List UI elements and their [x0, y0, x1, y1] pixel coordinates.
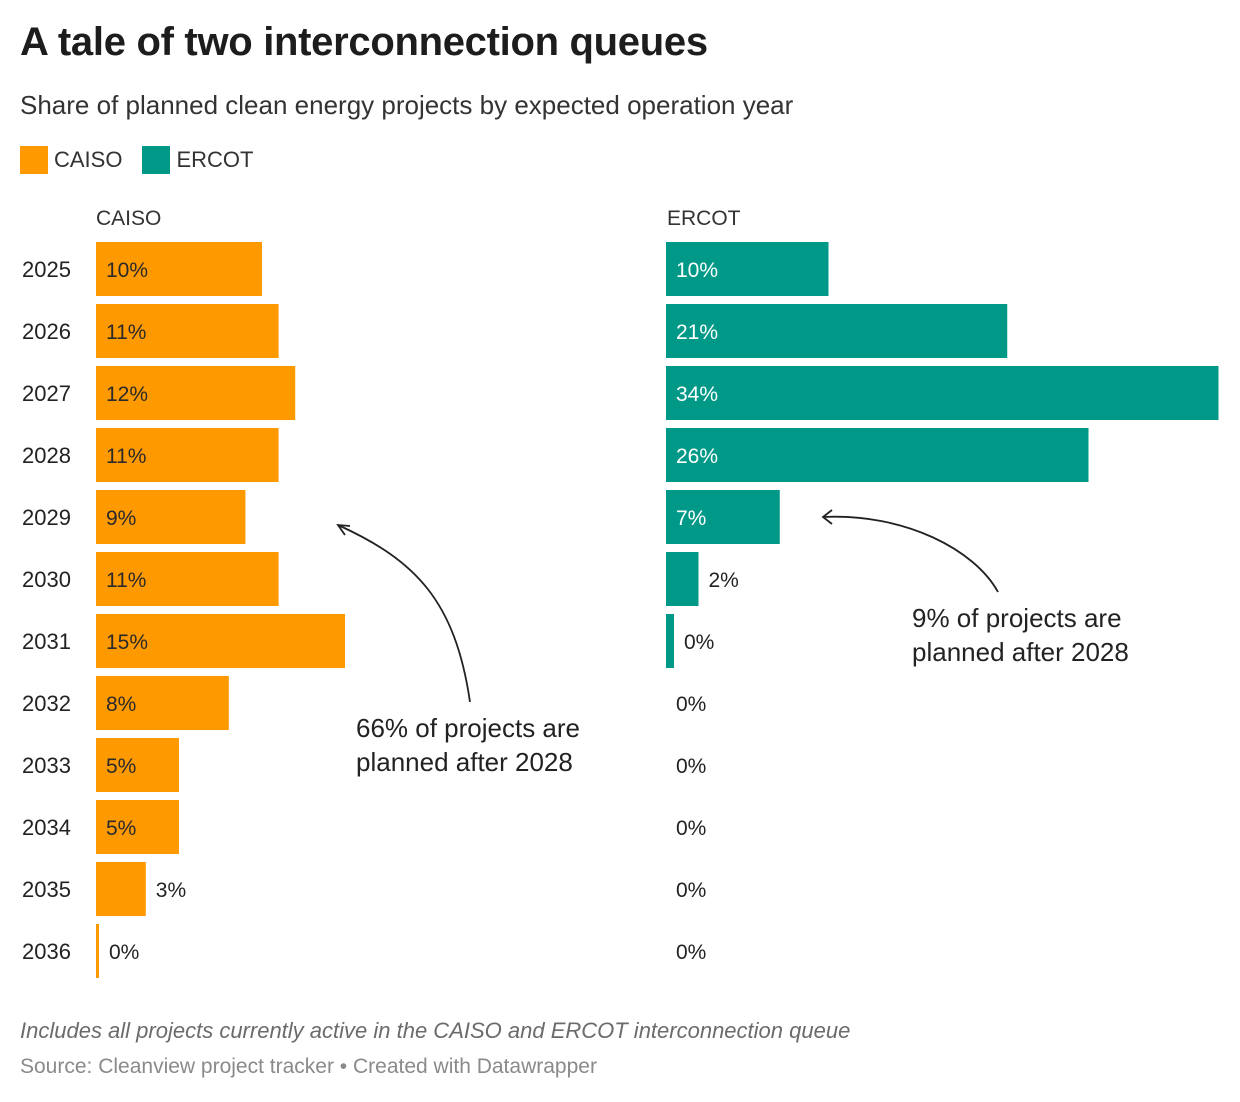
bar-caiso-2025	[96, 242, 262, 296]
panel-header-caiso: CAISO	[96, 207, 161, 230]
chart-subtitle: Share of planned clean energy projects b…	[20, 90, 794, 120]
bar-caiso-2027	[96, 366, 296, 420]
value-label-caiso-2035: 3%	[156, 879, 186, 902]
value-label-ercot-2032: 0%	[676, 693, 706, 716]
value-label-ercot-2026: 21%	[676, 321, 718, 344]
value-label-ercot-2033: 0%	[676, 755, 706, 778]
value-label-ercot-2030: 2%	[709, 569, 739, 592]
legend-swatch-caiso	[20, 146, 48, 174]
legend-item-caiso: CAISO	[20, 146, 122, 174]
year-label-2036: 2036	[22, 939, 71, 964]
value-label-ercot-2035: 0%	[676, 879, 706, 902]
panel-header-ercot: ERCOT	[667, 207, 741, 230]
year-label-2025: 2025	[22, 257, 71, 282]
legend: CAISO ERCOT	[20, 146, 273, 174]
value-label-caiso-2032: 8%	[106, 693, 136, 716]
bar-caiso-2029	[96, 490, 246, 544]
chart-source: Source: Cleanview project tracker • Crea…	[20, 1055, 597, 1078]
chart-title: A tale of two interconnection queues	[20, 20, 708, 64]
bar-caiso-2026	[96, 304, 279, 358]
value-label-ercot-2031: 0%	[684, 631, 714, 654]
value-label-caiso-2026: 11%	[106, 321, 146, 344]
year-label-2033: 2033	[22, 753, 71, 778]
value-label-caiso-2029: 9%	[106, 507, 136, 530]
value-label-caiso-2033: 5%	[106, 755, 136, 778]
bar-caiso-2035	[96, 862, 146, 916]
value-label-ercot-2029: 7%	[676, 507, 706, 530]
bar-caiso-2034	[96, 800, 179, 854]
value-label-caiso-2031: 15%	[106, 631, 148, 654]
bar-caiso-2030	[96, 552, 279, 606]
bar-caiso-2033	[96, 738, 179, 792]
value-label-ercot-2028: 26%	[676, 445, 718, 468]
annotation-ercot-line1: 9% of projects are	[912, 603, 1122, 633]
year-label-2034: 2034	[22, 815, 71, 840]
year-label-2032: 2032	[22, 691, 71, 716]
year-label-2026: 2026	[22, 319, 71, 344]
value-label-caiso-2030: 11%	[106, 569, 146, 592]
bar-ercot-2026	[666, 304, 1008, 358]
bar-ercot-2027	[666, 366, 1219, 420]
bar-ercot-2028	[666, 428, 1089, 482]
bar-ercot-2031	[666, 614, 674, 668]
bar-caiso-2032	[96, 676, 229, 730]
value-label-ercot-2027: 34%	[676, 383, 718, 406]
legend-label-ercot: ERCOT	[176, 147, 254, 172]
value-label-ercot-2036: 0%	[676, 941, 706, 964]
annotation-arrow-caiso	[337, 524, 471, 703]
legend-item-ercot: ERCOT	[142, 146, 253, 174]
value-label-caiso-2025: 10%	[106, 259, 148, 282]
bar-caiso-2028	[96, 428, 279, 482]
annotation-arrowhead-ercot	[821, 509, 833, 525]
chart-notes: Includes all projects currently active i…	[20, 1018, 851, 1043]
year-label-2027: 2027	[22, 381, 71, 406]
bar-ercot-2029	[666, 490, 780, 544]
annotation-caiso-line2: planned after 2028	[356, 747, 573, 777]
year-label-2029: 2029	[22, 505, 71, 530]
value-label-ercot-2034: 0%	[676, 817, 706, 840]
year-label-2035: 2035	[22, 877, 71, 902]
bar-caiso-2031	[96, 614, 345, 668]
value-label-caiso-2028: 11%	[106, 445, 146, 468]
annotation-caiso-line1: 66% of projects are	[356, 713, 580, 743]
bar-caiso-2036	[96, 924, 99, 978]
year-label-2028: 2028	[22, 443, 71, 468]
legend-swatch-ercot	[142, 146, 171, 174]
bar-ercot-2030	[666, 552, 699, 606]
annotation-ercot-line2: planned after 2028	[912, 637, 1129, 667]
bar-ercot-2025	[666, 242, 829, 296]
annotation-arrowhead-caiso	[336, 523, 351, 536]
year-label-2030: 2030	[22, 567, 71, 592]
year-label-2031: 2031	[22, 629, 71, 654]
value-label-ercot-2025: 10%	[676, 259, 718, 282]
annotation-arrow-ercot	[822, 515, 999, 593]
value-label-caiso-2027: 12%	[106, 383, 148, 406]
value-label-caiso-2036: 0%	[109, 941, 139, 964]
value-label-caiso-2034: 5%	[106, 817, 136, 840]
bar-chart: 2025 2026 2027 2028 2029 2030 2031 2032 2033 2034…	[22, 207, 1219, 978]
legend-label-caiso: CAISO	[54, 147, 123, 172]
